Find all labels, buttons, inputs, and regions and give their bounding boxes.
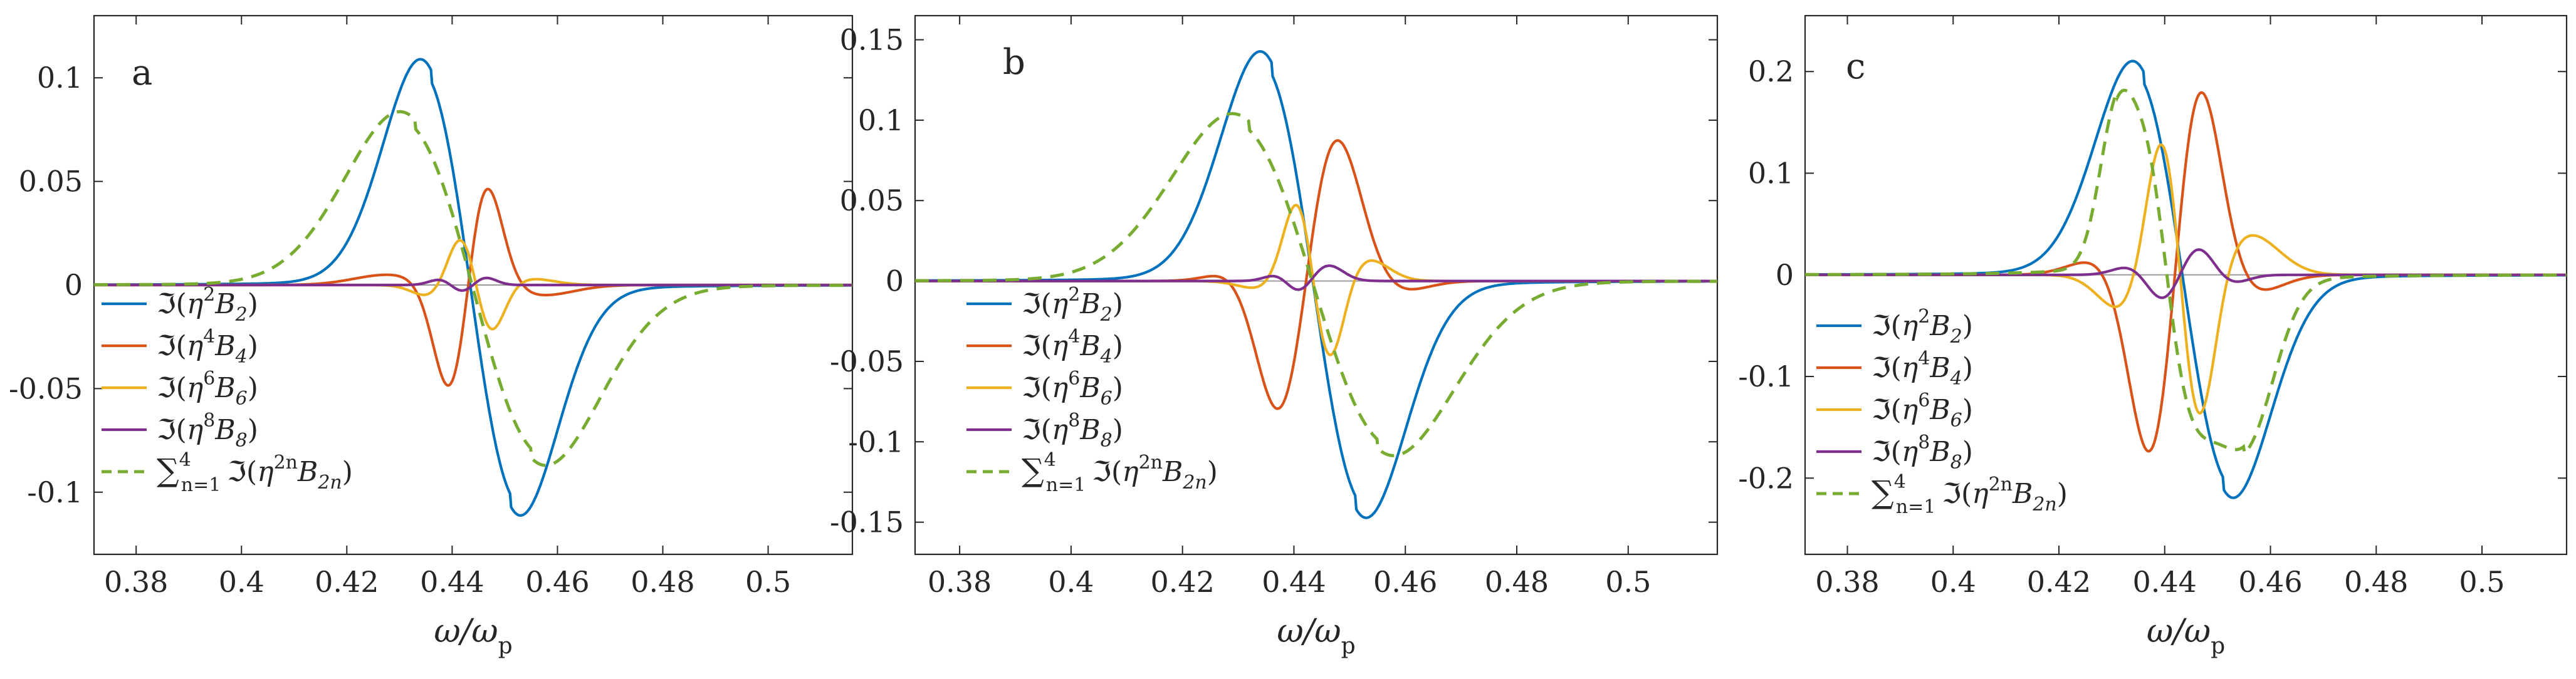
legend-label: ℑ(η8B8) bbox=[1022, 410, 1123, 452]
y-tick-label: 0.1 bbox=[1748, 157, 1794, 190]
legend-entry-eta8-b8: ℑ(η8B8) bbox=[102, 410, 258, 452]
y-tick-label: -0.15 bbox=[830, 505, 904, 539]
y-tick-label: 0.2 bbox=[1748, 54, 1794, 88]
legend-label: ℑ(η4B4) bbox=[1022, 326, 1123, 368]
x-tick-label: 0.4 bbox=[1048, 565, 1094, 599]
legend-label: ℑ(η8B8) bbox=[1872, 432, 1973, 474]
legend-label: ℑ(η4B4) bbox=[157, 326, 258, 368]
legend-entry-eta6-b6: ℑ(η6B6) bbox=[102, 368, 258, 410]
y-tick-label: -0.05 bbox=[9, 371, 83, 405]
series-line-sum-eta2n-b2n bbox=[94, 110, 852, 467]
x-axis-label: ω/ωp bbox=[1277, 613, 1355, 659]
x-tick-label: 0.46 bbox=[2238, 565, 2302, 599]
legend-label: ℑ(η6B6) bbox=[1022, 368, 1123, 410]
legend-label: ℑ(η6B6) bbox=[1872, 390, 1973, 432]
x-axis-label: ω/ωp bbox=[434, 613, 512, 659]
x-tick-label: 0.4 bbox=[1930, 565, 1976, 599]
legend-entry-sum-eta2n-b2n: ∑4 n=1 ℑ(η2nB2n) bbox=[102, 449, 353, 496]
legend: ℑ(η2B2)ℑ(η4B4)ℑ(η6B6)ℑ(η8B8)∑4 n=1 ℑ(η2nB2… bbox=[966, 284, 1218, 496]
x-tick-label: 0.44 bbox=[1262, 565, 1326, 599]
y-tick-label: -0.05 bbox=[830, 345, 904, 378]
x-tick-label: 0.42 bbox=[1150, 565, 1214, 599]
x-tick-label: 0.5 bbox=[745, 565, 791, 599]
x-tick-label: 0.38 bbox=[928, 565, 992, 599]
x-tick-label: 0.46 bbox=[1373, 565, 1437, 599]
legend-label: ∑4 n=1 ℑ(η2nB2n) bbox=[157, 449, 353, 496]
y-tick-label: 0 bbox=[1776, 258, 1794, 292]
panel-c: 0.2 0.1 0 -0.1 -0.2 0.38 0.4 0.42 0.44 0.46 0.48 0.… bbox=[1738, 14, 2568, 659]
y-tick-label: 0.05 bbox=[19, 165, 83, 199]
y-tick-label: -0.1 bbox=[848, 425, 904, 459]
x-tick-label: 0.42 bbox=[315, 565, 379, 599]
x-tick-label: 0.46 bbox=[525, 565, 589, 599]
legend-label: ℑ(η2B2) bbox=[1872, 306, 1973, 348]
panel-label: a bbox=[132, 53, 152, 93]
x-tick-label: 0.48 bbox=[2344, 565, 2408, 599]
series-line-sum-eta2n-b2n bbox=[915, 111, 1717, 457]
panel-a: 0.1 0.05 0 -0.05 -0.1 0.38 0.4 0.42 0.44 0.46 0.48… bbox=[9, 14, 854, 659]
legend-entry-eta6-b6: ℑ(η6B6) bbox=[966, 368, 1123, 410]
legend-entry-sum-eta2n-b2n: ∑4 n=1 ℑ(η2nB2n) bbox=[966, 449, 1218, 496]
x-tick-label: 0.48 bbox=[1485, 565, 1549, 599]
legend-label: ∑4 n=1 ℑ(η2nB2n) bbox=[1872, 471, 2068, 518]
plot-frame bbox=[1804, 14, 2568, 556]
legend-entry-eta8-b8: ℑ(η8B8) bbox=[966, 410, 1123, 452]
legend-entry-eta6-b6: ℑ(η6B6) bbox=[1816, 390, 1973, 432]
legend-label: ℑ(η2B2) bbox=[1022, 284, 1123, 326]
y-tick-label: 0.1 bbox=[37, 61, 83, 95]
panel-label: c bbox=[1846, 46, 1865, 87]
x-tick-label: 0.38 bbox=[1815, 565, 1879, 599]
x-tick-label: 0.4 bbox=[219, 565, 264, 599]
legend-entry-eta8-b8: ℑ(η8B8) bbox=[1816, 432, 1973, 474]
y-tick-label: -0.1 bbox=[27, 475, 83, 509]
x-axis-label: ω/ωp bbox=[2147, 613, 2225, 659]
legend-label: ℑ(η4B4) bbox=[1872, 348, 1973, 390]
y-tick-label: -0.2 bbox=[1738, 461, 1794, 495]
legend-entry-eta2-b2: ℑ(η2B2) bbox=[1816, 306, 1973, 348]
x-tick-label: 0.38 bbox=[104, 565, 168, 599]
x-tick-label: 0.48 bbox=[631, 565, 694, 599]
legend-entry-eta4-b4: ℑ(η4B4) bbox=[1816, 348, 1973, 390]
legend-label: ℑ(η8B8) bbox=[157, 410, 258, 452]
y-tick-label: 0.1 bbox=[858, 103, 904, 137]
legend-entry-eta4-b4: ℑ(η4B4) bbox=[102, 326, 258, 368]
x-tick-label: 0.44 bbox=[2133, 565, 2197, 599]
y-tick-label: 0 bbox=[886, 264, 904, 298]
y-tick-label: 0 bbox=[65, 268, 83, 302]
legend-label: ℑ(η6B6) bbox=[157, 368, 258, 410]
legend: ℑ(η2B2)ℑ(η4B4)ℑ(η6B6)ℑ(η8B8)∑4 n=1 ℑ(η2nB2… bbox=[1816, 306, 2068, 518]
series-line-sum-eta2n-b2n bbox=[1805, 88, 2567, 457]
legend-label: ℑ(η2B2) bbox=[157, 284, 258, 326]
legend-label: ∑4 n=1 ℑ(η2nB2n) bbox=[1022, 449, 1218, 496]
legend-entry-eta4-b4: ℑ(η4B4) bbox=[966, 326, 1123, 368]
x-tick-label: 0.42 bbox=[2027, 565, 2091, 599]
x-tick-label: 0.5 bbox=[1605, 565, 1651, 599]
panel-label: b bbox=[1003, 42, 1025, 83]
x-tick-label: 0.5 bbox=[2459, 565, 2505, 599]
y-tick-label: 0.05 bbox=[840, 184, 904, 217]
legend: ℑ(η2B2)ℑ(η4B4)ℑ(η6B6)ℑ(η8B8)∑4 n=1 ℑ(η2nB2… bbox=[102, 284, 353, 496]
series-line-eta8-b8 bbox=[915, 264, 1717, 291]
panel-b: 0.15 0.1 0.05 0 -0.05 -0.1 -0.15 0.38 0.4 0.42 0.4… bbox=[830, 14, 1719, 659]
y-tick-label: -0.1 bbox=[1738, 360, 1794, 393]
series-line-eta8-b8 bbox=[94, 276, 852, 292]
legend-entry-sum-eta2n-b2n: ∑4 n=1 ℑ(η2nB2n) bbox=[1816, 471, 2068, 518]
x-tick-label: 0.44 bbox=[420, 565, 484, 599]
legend-entry-eta2-b2: ℑ(η2B2) bbox=[966, 284, 1123, 326]
y-tick-label: 0.15 bbox=[840, 23, 904, 57]
legend-entry-eta2-b2: ℑ(η2B2) bbox=[102, 284, 258, 326]
